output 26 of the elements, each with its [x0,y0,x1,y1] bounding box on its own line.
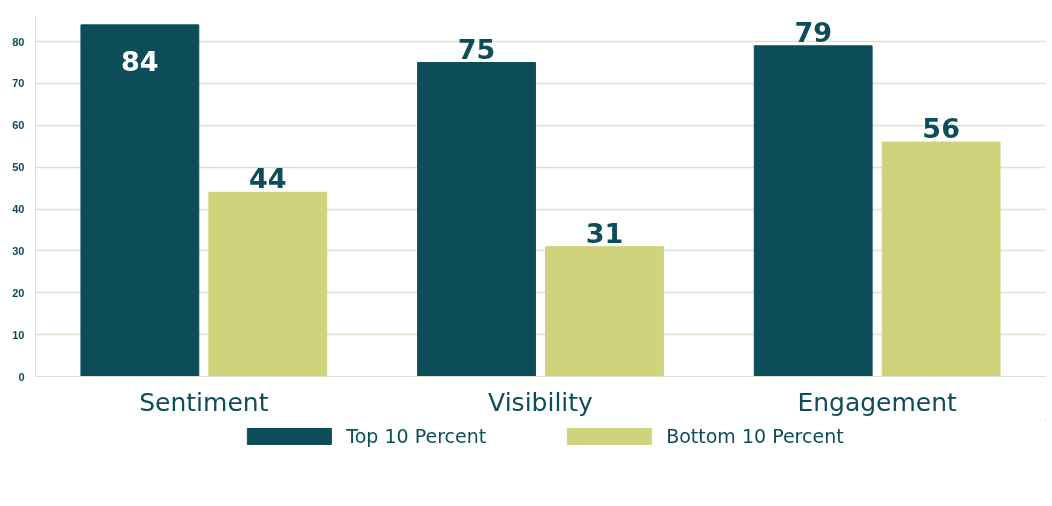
data-label: 84 [121,46,159,78]
y-tick-label: 10 [12,328,25,341]
x-tick-label: Sentiment [139,387,269,417]
y-tick-label: 20 [12,286,25,299]
bar [208,191,328,377]
y-tick-label: 70 [12,77,25,90]
y-tick-label: 50 [12,161,25,174]
bar [417,62,536,377]
bar [80,24,200,377]
data-label: 31 [585,217,624,249]
y-tick-label: 40 [12,203,25,216]
data-label: 44 [249,163,287,195]
data-label: 56 [922,113,960,145]
bar [753,45,873,377]
legend-label: Bottom 10 Percent [666,425,844,447]
y-tick-label: 30 [12,244,25,257]
y-tick-label: 60 [12,119,25,132]
data-label: 79 [794,16,832,48]
y-tick-label: 80 [12,35,25,48]
data-label: 75 [457,33,496,65]
x-tick-label: Engagement [797,387,958,417]
y-tick-label: 0 [18,370,25,383]
x-tick-label: Visibility [488,387,594,417]
bar [545,246,664,377]
bar [881,141,1001,377]
legend-label: Top 10 Percent [346,425,487,447]
